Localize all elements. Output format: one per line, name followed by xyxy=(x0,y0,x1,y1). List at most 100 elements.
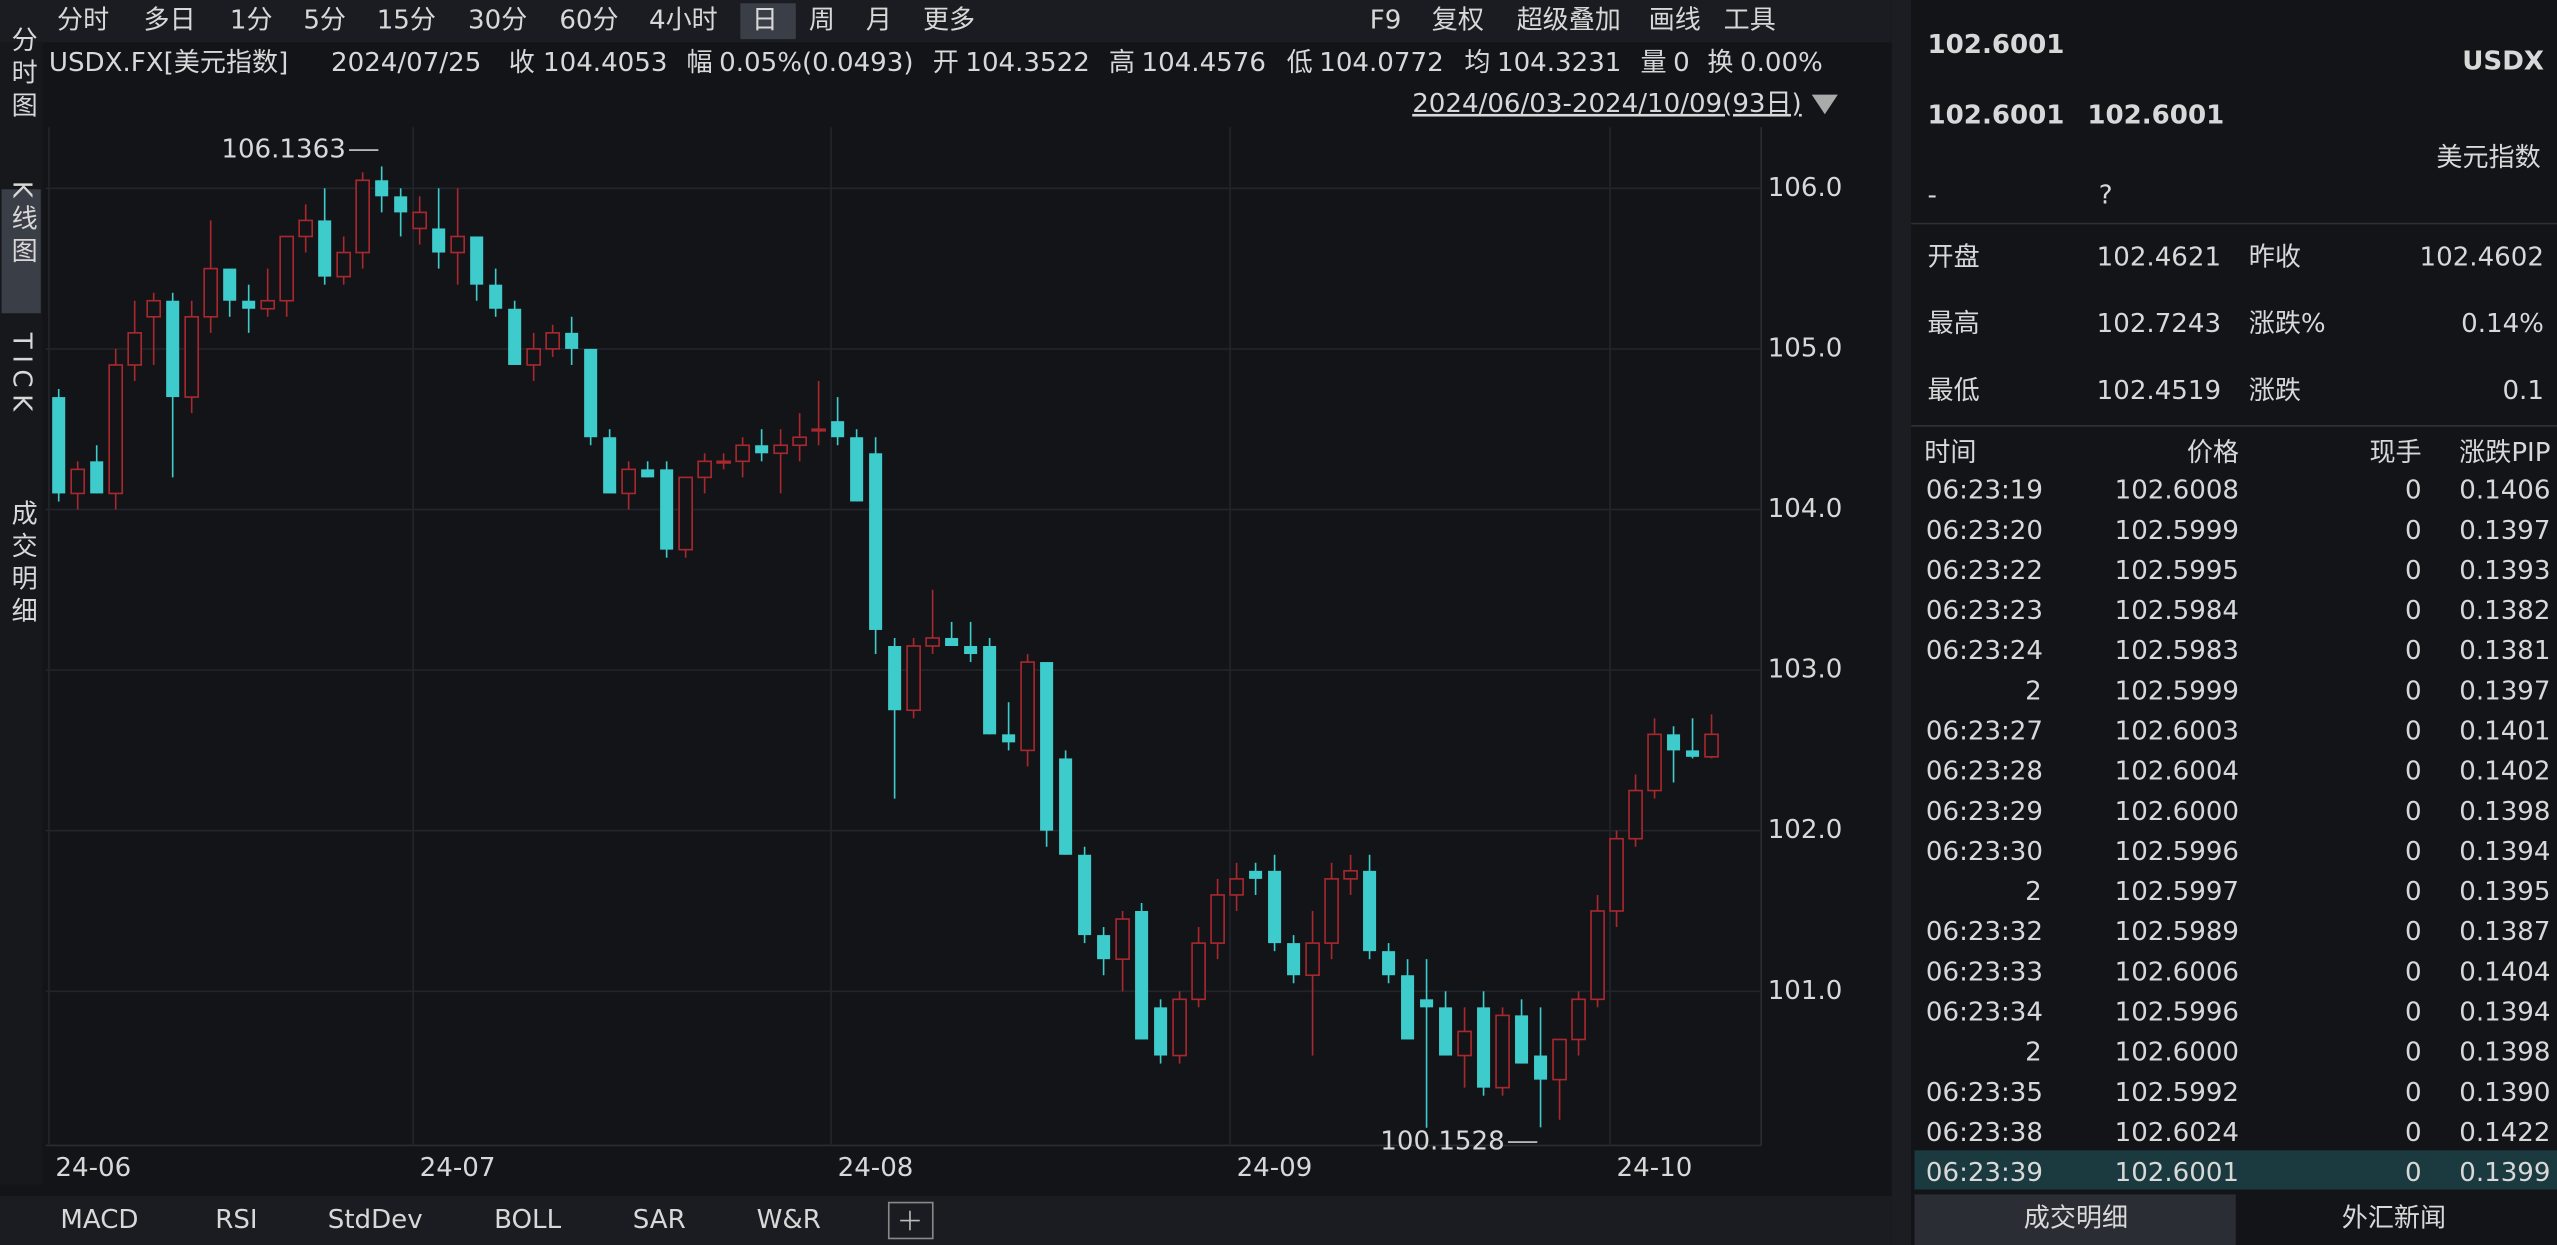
period-button[interactable]: 分时 xyxy=(57,6,109,36)
info-symbol: USDX.FX[美元指数] xyxy=(49,48,288,78)
candle-body xyxy=(1667,734,1681,751)
period-button[interactable]: 更多 xyxy=(923,6,975,36)
period-button[interactable]: 1分 xyxy=(230,6,273,36)
indicator-tab[interactable]: StdDev xyxy=(328,1205,423,1235)
indicator-tab[interactable]: RSI xyxy=(215,1205,257,1235)
sidebar-tab[interactable]: TICK xyxy=(7,332,37,418)
tick-pip: 0.1398 xyxy=(2459,797,2550,827)
tick-pip: 0.1397 xyxy=(2459,676,2550,706)
tick-pip: 0.1381 xyxy=(2459,636,2550,666)
add-indicator[interactable] xyxy=(887,1201,934,1240)
candle-body xyxy=(925,637,940,647)
sidebar-tab[interactable]: K线图 xyxy=(7,181,37,270)
tick-price: 102.5999 xyxy=(2115,676,2239,706)
tick-price: 102.5999 xyxy=(2115,516,2239,546)
candle-body xyxy=(242,300,256,309)
tick-price: 102.6000 xyxy=(2115,797,2239,827)
candle-body xyxy=(621,468,636,495)
candle-body xyxy=(394,196,408,213)
candle-body xyxy=(792,436,807,447)
period-button[interactable]: 30分 xyxy=(468,6,527,36)
tick-time: 06:23:30 xyxy=(1926,837,2043,867)
period-button[interactable]: 15分 xyxy=(377,6,436,36)
tick-price: 102.6004 xyxy=(2115,757,2239,787)
info-high: 104.4576 xyxy=(1142,48,1266,78)
sidebar-tab[interactable]: 成交明细 xyxy=(7,499,38,630)
stat-label: 最低 xyxy=(1928,376,1980,406)
indicator-tab[interactable]: W&R xyxy=(757,1205,821,1235)
period-button[interactable]: 多日 xyxy=(144,6,196,36)
candle-body xyxy=(1268,870,1282,944)
panel-tab[interactable]: 成交明细 xyxy=(2024,1203,2128,1233)
period-button[interactable]: 4小时 xyxy=(649,6,718,36)
symbol-name: 美元指数 xyxy=(2436,143,2540,173)
tick-pip: 0.1395 xyxy=(2459,877,2550,907)
help: ? xyxy=(2099,180,2113,210)
panel-tab[interactable]: 外汇新闻 xyxy=(2342,1203,2446,1233)
info-low-label: 低 xyxy=(1287,48,1313,78)
info-open-label: 开 xyxy=(933,48,959,78)
info-low: 104.0772 xyxy=(1319,48,1443,78)
candle-body xyxy=(412,211,428,230)
period-button[interactable]: 5分 xyxy=(303,6,346,36)
divider xyxy=(1891,0,1912,1245)
stat-label: 涨跌% xyxy=(2249,309,2326,339)
tick-volume: 0 xyxy=(2405,757,2422,787)
range-arrow xyxy=(1811,94,1838,115)
indicator-tab[interactable]: SAR xyxy=(633,1205,686,1235)
info-high-label: 高 xyxy=(1109,48,1135,78)
tick-time: 06:23:19 xyxy=(1926,476,2043,506)
tick-time: 06:23:35 xyxy=(1926,1078,2043,1108)
tick-volume: 0 xyxy=(2405,676,2422,706)
tool-button: F9 xyxy=(1370,6,1402,36)
indicator-bar xyxy=(0,1196,1892,1245)
info-turn: 0.00% xyxy=(1740,48,1823,78)
tick-volume: 0 xyxy=(2405,797,2422,827)
tick-time: 06:23:29 xyxy=(1926,797,2043,827)
candle-body xyxy=(716,460,731,464)
tick-pip: 0.1398 xyxy=(2459,1038,2550,1068)
stat-value: 0.1 xyxy=(2502,376,2543,406)
tick-pip: 0.1401 xyxy=(2459,716,2550,746)
tick-pip: 0.1387 xyxy=(2459,917,2550,947)
indicator-tab[interactable]: MACD xyxy=(60,1205,138,1235)
tick-volume: 0 xyxy=(2405,877,2422,907)
sidebar-selected xyxy=(1,189,41,314)
period-button[interactable]: 60分 xyxy=(559,6,618,36)
period-button[interactable]: 周 xyxy=(809,6,835,36)
candle-body xyxy=(166,300,180,398)
indicator-tab[interactable]: BOLL xyxy=(494,1205,561,1235)
tick-time: 06:23:23 xyxy=(1926,596,2043,626)
tick-volume: 0 xyxy=(2405,1158,2422,1188)
table-header: 涨跌PIP xyxy=(2459,438,2550,468)
stat-label: 最高 xyxy=(1928,309,1980,339)
info-avg-label: 均 xyxy=(1464,48,1490,78)
candle-body xyxy=(945,637,959,647)
candle-body xyxy=(1135,910,1149,1040)
info-turn-label: 换 xyxy=(1707,48,1733,78)
extreme-label: 100.1528 xyxy=(1380,1127,1504,1157)
period-button[interactable]: 日 xyxy=(752,6,778,36)
candle-body xyxy=(1324,878,1339,944)
candle-body xyxy=(811,428,826,432)
candle-body xyxy=(1059,758,1073,855)
tick-volume: 0 xyxy=(2405,957,2422,987)
tick-price: 102.5983 xyxy=(2115,636,2239,666)
candle-body xyxy=(660,469,674,550)
stat-label: 涨跌 xyxy=(2249,376,2301,406)
period-button[interactable]: 月 xyxy=(866,6,892,36)
stat-value: 102.4621 xyxy=(2097,242,2221,272)
tick-price: 102.5989 xyxy=(2115,917,2239,947)
candle-body xyxy=(298,219,314,238)
sidebar-tab[interactable]: 分时图 xyxy=(7,26,37,124)
y-tick-label: 103.0 xyxy=(1768,655,1843,685)
tick-volume: 0 xyxy=(2405,556,2422,586)
candle-body xyxy=(1249,870,1263,879)
quote-panel xyxy=(1911,0,2557,1245)
candle-body xyxy=(470,236,484,285)
candle-body xyxy=(508,308,522,365)
tick-time: 06:23:33 xyxy=(1926,957,2043,987)
tick-time: 06:23:32 xyxy=(1926,917,2043,947)
candle-body xyxy=(355,179,371,254)
